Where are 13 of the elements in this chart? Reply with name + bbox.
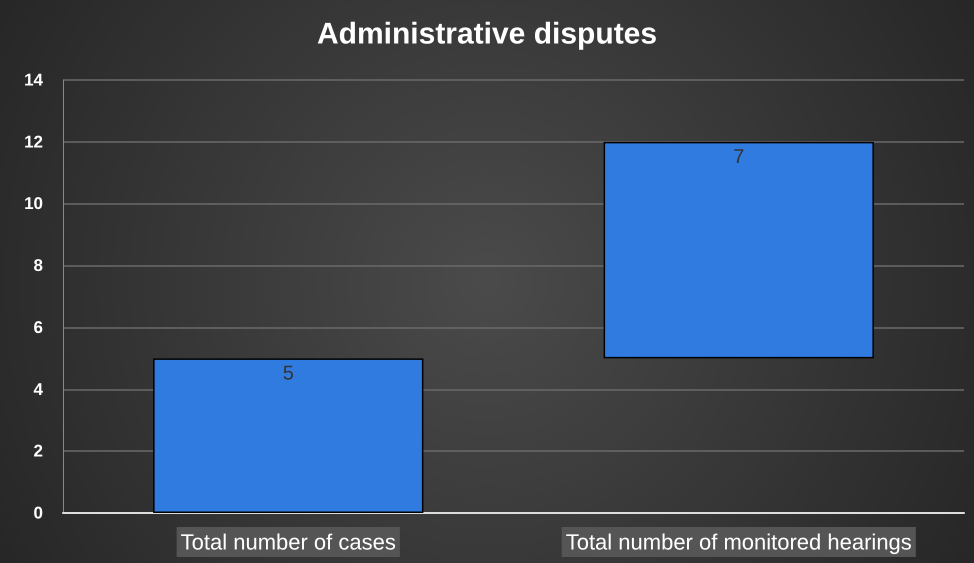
y-tick-label: 12 xyxy=(24,132,43,152)
x-tick-label: Total number of cases xyxy=(180,530,396,554)
y-tick-label: 8 xyxy=(34,256,43,276)
data-label: 7 xyxy=(733,146,744,168)
y-tick-label: 6 xyxy=(34,318,43,337)
y-tick-label: 14 xyxy=(24,70,44,90)
data-label: 5 xyxy=(282,362,294,384)
chart-title: Administrative disputes xyxy=(316,18,658,50)
y-tick-label: 0 xyxy=(34,504,43,522)
y-tick-label: 2 xyxy=(34,442,43,461)
y-tick-label: 4 xyxy=(34,380,44,399)
x-tick-label: Total number of monitored hearings xyxy=(566,530,912,554)
y-tick-label: 10 xyxy=(24,194,43,214)
